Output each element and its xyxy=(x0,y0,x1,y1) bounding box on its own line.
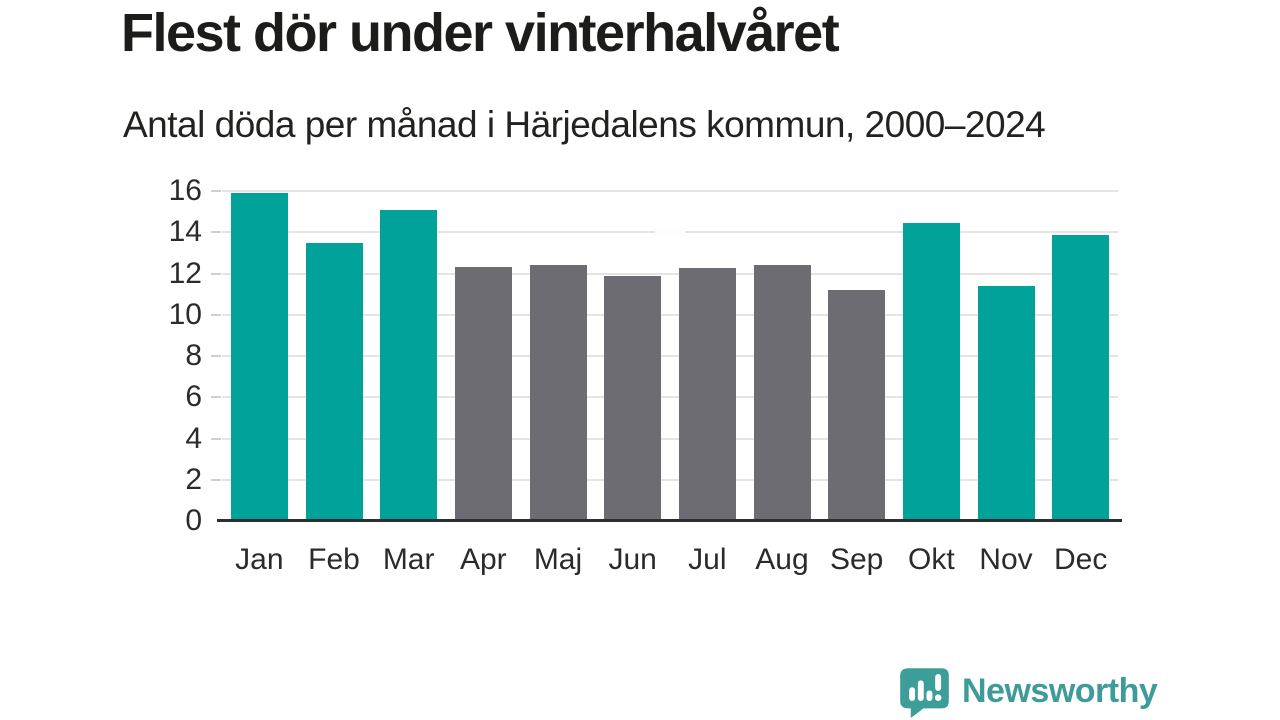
bar-feb xyxy=(305,242,363,521)
gridline xyxy=(222,355,1118,357)
gridline xyxy=(222,190,1118,192)
gridline xyxy=(222,437,1118,440)
y-axis-tick-label: 2 xyxy=(185,462,202,496)
brand-name: Newsworthy xyxy=(962,672,1158,710)
bar-apr xyxy=(454,267,512,521)
chart-title: Flest dör under vinterhalvåret xyxy=(121,3,840,63)
y-axis-tick xyxy=(211,190,221,192)
bar-dec xyxy=(1052,235,1110,521)
x-axis-label: Apr xyxy=(459,543,507,576)
bar-jun xyxy=(604,275,662,521)
x-axis-label: Nov xyxy=(979,543,1033,576)
y-axis-tick-label: 10 xyxy=(168,297,202,331)
y-axis-tick xyxy=(211,272,221,275)
y-axis-tick-label: 4 xyxy=(185,421,202,455)
gridline xyxy=(222,396,1118,399)
y-axis-tick-label: 14 xyxy=(168,215,202,249)
bar-nov xyxy=(977,285,1035,521)
x-axis-label: Aug xyxy=(755,543,809,576)
x-axis-line xyxy=(217,519,1122,522)
y-axis-tick-label: 0 xyxy=(185,504,202,537)
bar-chart-speech-bubble-icon xyxy=(900,668,949,718)
y-axis-tick xyxy=(211,396,221,399)
y-axis-tick xyxy=(211,478,221,481)
bar-jul xyxy=(678,268,736,521)
x-axis-label: Maj xyxy=(533,543,583,576)
y-axis-tick-label: 8 xyxy=(185,339,202,372)
bar-okt xyxy=(902,222,960,521)
x-axis-label: Mar xyxy=(382,543,435,576)
x-axis-labels: Jan Feb Mar Apr Maj Jun Jul Aug Sep Okt Nov Dec xyxy=(222,541,1118,579)
x-axis-label: Jun xyxy=(608,543,657,576)
bar-maj xyxy=(529,265,587,521)
gridline xyxy=(222,313,1118,316)
y-axis-tick-label: 12 xyxy=(168,256,202,290)
chart-subtitle: Antal döda per månad i Härjedalens kommu… xyxy=(123,104,1046,145)
y-axis-tick-label: 16 xyxy=(168,174,202,207)
gridline xyxy=(222,478,1118,481)
x-axis-label: Jul xyxy=(688,543,727,576)
y-axis-tick xyxy=(211,355,221,357)
plot-area xyxy=(222,190,1118,521)
x-axis-label: Okt xyxy=(907,543,955,576)
y-axis-tick xyxy=(211,231,221,234)
gridline-gap-artifact xyxy=(655,227,685,237)
x-axis-label: Dec xyxy=(1053,543,1108,576)
y-axis-labels: 0 2 4 6 8 10 12 14 16 xyxy=(90,175,202,537)
bar-sep xyxy=(828,290,886,521)
bar-mar xyxy=(380,209,438,521)
x-axis-label: Feb xyxy=(308,543,360,576)
x-axis-label: Jan xyxy=(235,543,284,576)
bar-aug xyxy=(753,265,811,521)
x-axis-label: Sep xyxy=(829,543,884,576)
newsworthy-brand: Newsworthy xyxy=(897,664,1158,719)
y-axis-ticks xyxy=(211,190,221,521)
gridline xyxy=(222,272,1118,275)
bar-jan xyxy=(230,193,288,521)
y-axis-tick xyxy=(211,437,221,440)
y-axis-tick-label: 6 xyxy=(185,380,202,414)
y-axis-tick xyxy=(211,313,221,316)
